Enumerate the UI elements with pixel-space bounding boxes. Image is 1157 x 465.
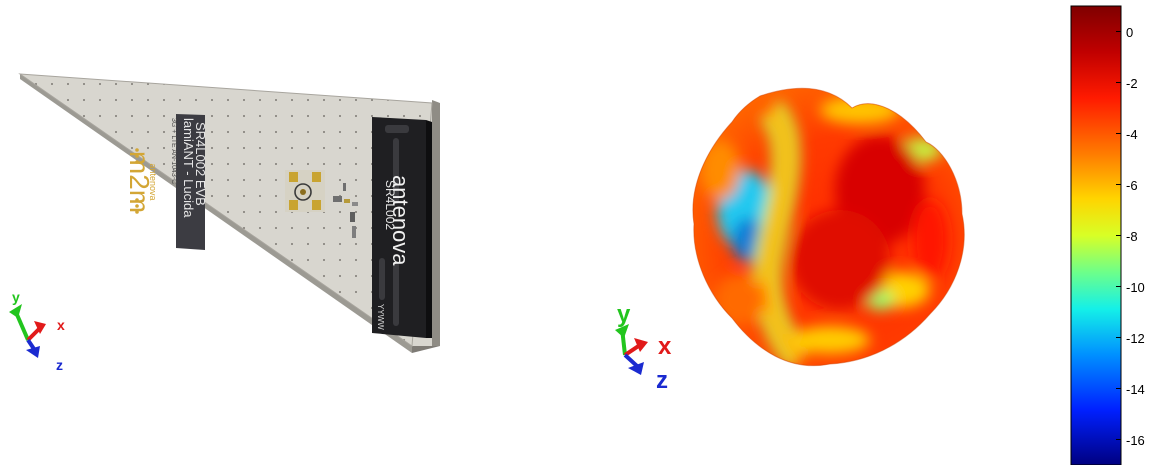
- logo-dots: [135, 148, 139, 214]
- colorbar-tick-label: 0: [1126, 24, 1134, 40]
- sma-connector: [285, 170, 325, 212]
- colorbar-tick-label: -10: [1126, 279, 1145, 295]
- brand-small-text: antenova: [148, 163, 158, 200]
- colorbar-ticks: [1116, 31, 1121, 440]
- board-label: lamiANT - Lucida SR4L002 EVB 3G + LTE AN…: [170, 114, 208, 250]
- colorbar-tick-label: -12: [1126, 330, 1145, 346]
- board-logo: antenova m2m: [124, 151, 158, 213]
- right-x-label: x: [658, 333, 672, 360]
- module-code-text: YYWW: [376, 304, 385, 330]
- right-z-label: z: [656, 367, 668, 394]
- matching-traces: [333, 183, 358, 238]
- colorbar-tick-label: -2: [1126, 75, 1138, 91]
- colorbar-tick-label: -14: [1126, 381, 1145, 397]
- module-brand-text: antenova: [388, 175, 413, 266]
- left-y-label: y: [12, 289, 20, 305]
- radiation-pattern-3d: [692, 87, 965, 367]
- antenna-module: antenova SR4L002 YYWW: [372, 117, 432, 338]
- label-line-3: 3G + LTE AN-1043-C: [170, 118, 177, 184]
- colorbar-tick-label: -16: [1126, 432, 1145, 448]
- right-y-label: y: [617, 301, 631, 328]
- label-line-1: lamiANT - Lucida: [181, 118, 196, 218]
- label-line-2: SR4L002 EVB: [193, 122, 208, 206]
- colorbar: [1070, 5, 1122, 465]
- colorbar-tick-label: -4: [1126, 126, 1138, 142]
- left-x-label: x: [57, 317, 65, 333]
- brand-m2m-text: m2m: [124, 151, 155, 213]
- pcb-board: [18, 73, 440, 353]
- colorbar-tick-label: -6: [1126, 177, 1138, 193]
- colorbar-tick-label: -8: [1126, 228, 1138, 244]
- module-part-text: SR4L002: [383, 180, 397, 230]
- left-axis-triad: y x z: [9, 289, 65, 373]
- left-z-label: z: [56, 357, 63, 373]
- right-axis-triad: y x z: [615, 301, 672, 394]
